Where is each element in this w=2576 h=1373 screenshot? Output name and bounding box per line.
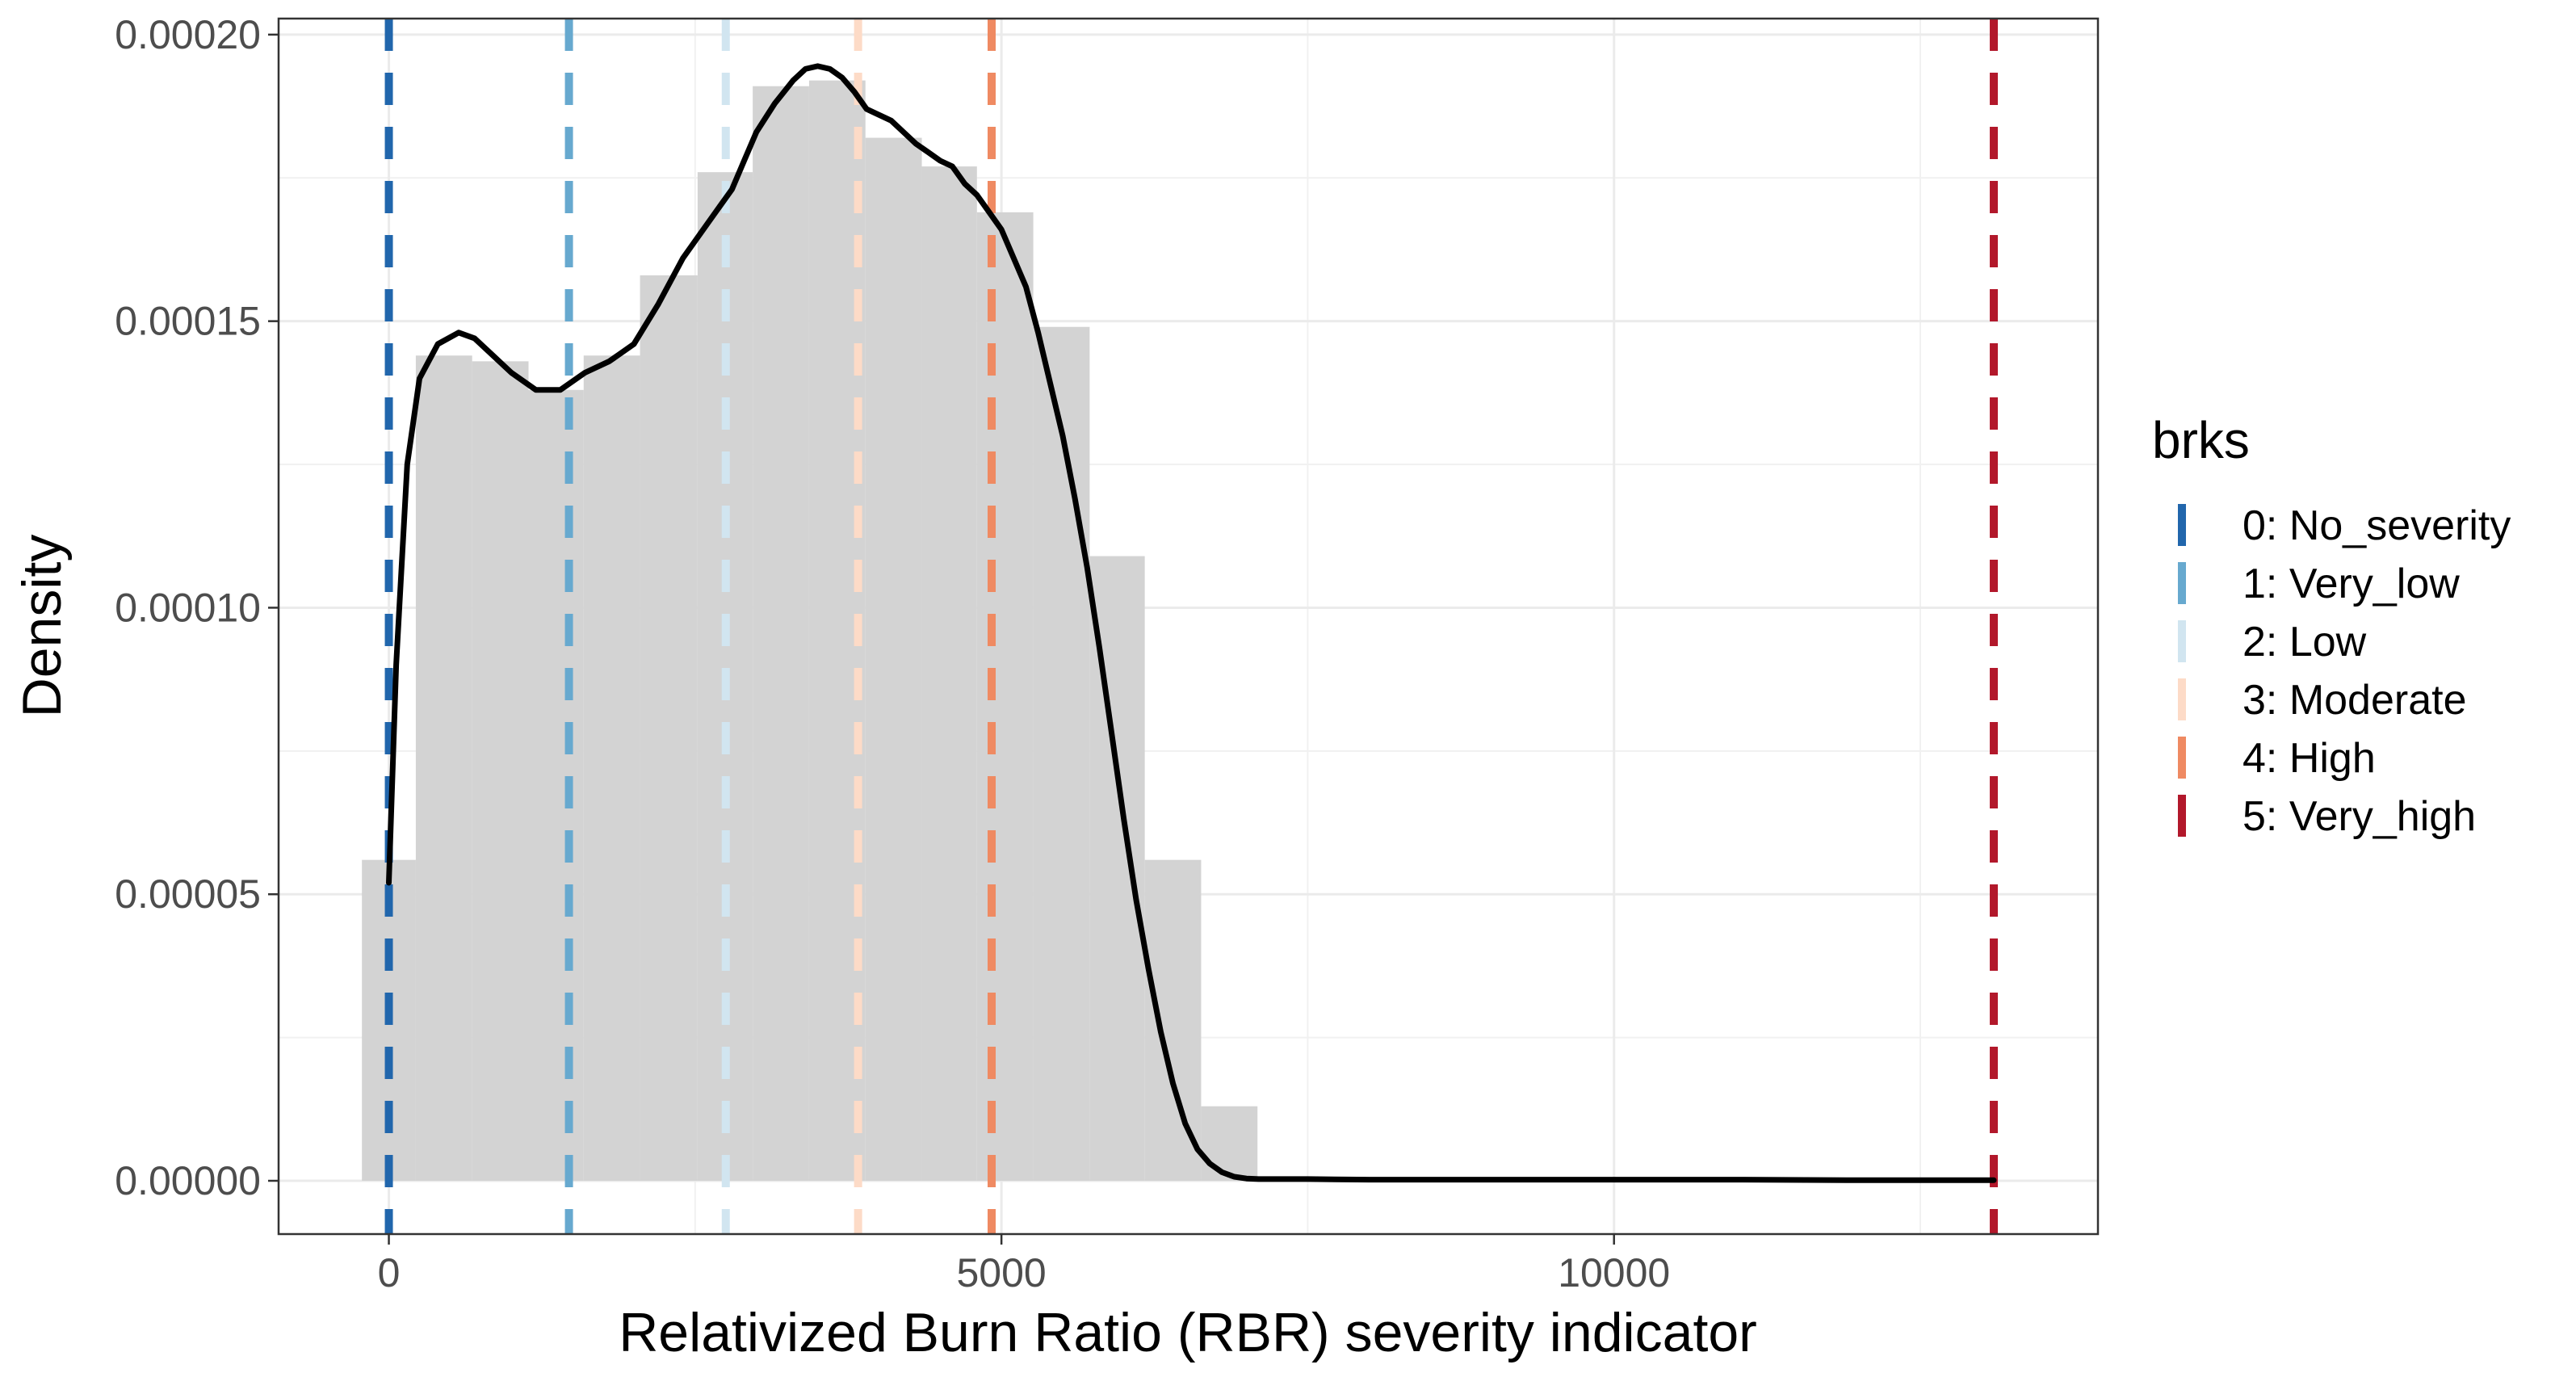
y-axis-title: Density (11, 535, 73, 718)
legend-label: 0: No_severity (2242, 502, 2511, 549)
x-tick-label: 0 (378, 1250, 401, 1295)
y-tick-label: 0.00020 (115, 12, 261, 57)
y-axis: 0.00000 0.00005 0.00010 0.00015 0.00020 (115, 12, 279, 1203)
legend-items: 0: No_severity 1: Very_low 2: Low 3: Modera… (2178, 502, 2511, 840)
legend-label: 5: Very_high (2242, 793, 2476, 840)
histogram-bar (415, 355, 472, 1182)
legend-label: 2: Low (2242, 619, 2367, 666)
y-tick-label: 0.00015 (115, 299, 261, 344)
histogram-bar (583, 355, 640, 1182)
histogram-bar (865, 137, 922, 1182)
histogram-bar (1144, 859, 1202, 1182)
break-lines (384, 19, 1999, 1234)
histogram-bar (528, 389, 584, 1182)
x-axis: 0 5000 10000 (378, 1234, 1670, 1295)
x-tick-label: 5000 (957, 1250, 1047, 1295)
legend-label: 3: Moderate (2242, 677, 2467, 724)
y-tick-label: 0.00005 (115, 871, 261, 917)
histogram-bar (753, 86, 809, 1182)
x-axis-title: Relativized Burn Ratio (RBR) severity in… (619, 1302, 1757, 1363)
density-curve (386, 63, 1997, 1183)
histogram-bar (976, 212, 1034, 1182)
legend-title: brks (2152, 411, 2250, 469)
histogram-bar (472, 361, 529, 1182)
histogram-bar (640, 275, 698, 1182)
legend-label: 1: Very_low (2242, 561, 2460, 607)
histogram-bar (1033, 326, 1090, 1182)
y-tick-label: 0.00000 (115, 1158, 261, 1203)
histogram-bar (1201, 1106, 1258, 1182)
legend-label: 4: High (2242, 735, 2376, 782)
y-tick-label: 0.00010 (115, 585, 261, 630)
x-tick-label: 10000 (1558, 1250, 1670, 1295)
plot-panel-border (277, 17, 2100, 1236)
legend: brks 0: No_severity 1: Very_low 2: Low 3: M… (2152, 411, 2511, 840)
histogram-bar (921, 166, 977, 1182)
